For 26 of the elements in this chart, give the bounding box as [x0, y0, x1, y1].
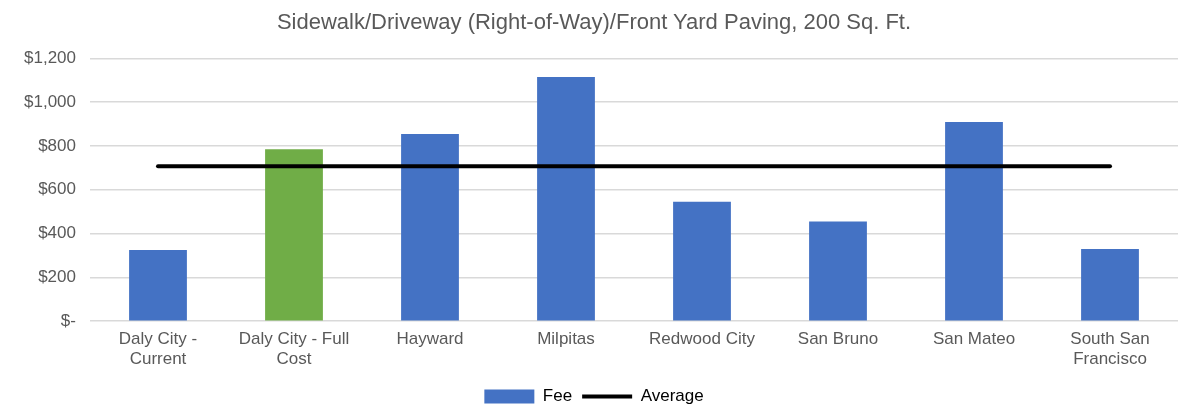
x-tick-label: Hayward	[396, 329, 464, 349]
x-tick-label: Daly City - Current	[118, 329, 198, 369]
x-tick-label: Milpitas	[537, 329, 595, 349]
bar	[265, 149, 323, 321]
x-tick-label: San Bruno	[797, 329, 879, 349]
y-tick-label: $1,000	[24, 91, 76, 111]
bar	[537, 77, 595, 321]
bar	[809, 221, 867, 321]
y-tick-label: $800	[38, 135, 76, 155]
y-tick-label: $600	[38, 179, 76, 199]
legend-label: Average	[640, 386, 704, 406]
chart-title: Sidewalk/Driveway (Right-of-Way)/Front Yard Paving, 200 Sq. Ft.	[276, 9, 912, 35]
x-tick-label: South San Francisco	[1070, 329, 1150, 369]
legend-label: Fee	[542, 386, 573, 406]
bar	[673, 201, 731, 321]
bar	[129, 250, 187, 321]
bar	[945, 121, 1003, 321]
y-tick-label: $1,200	[24, 48, 76, 68]
bar	[401, 133, 459, 321]
y-tick-label: $400	[38, 223, 76, 243]
x-tick-label: Daly City - Full Cost	[238, 329, 350, 369]
x-tick-label: Redwood City	[649, 329, 756, 349]
bar	[1081, 248, 1139, 321]
y-tick-label: $-	[60, 310, 76, 330]
y-tick-label: $200	[38, 267, 76, 287]
x-tick-label: San Mateo	[932, 329, 1016, 349]
